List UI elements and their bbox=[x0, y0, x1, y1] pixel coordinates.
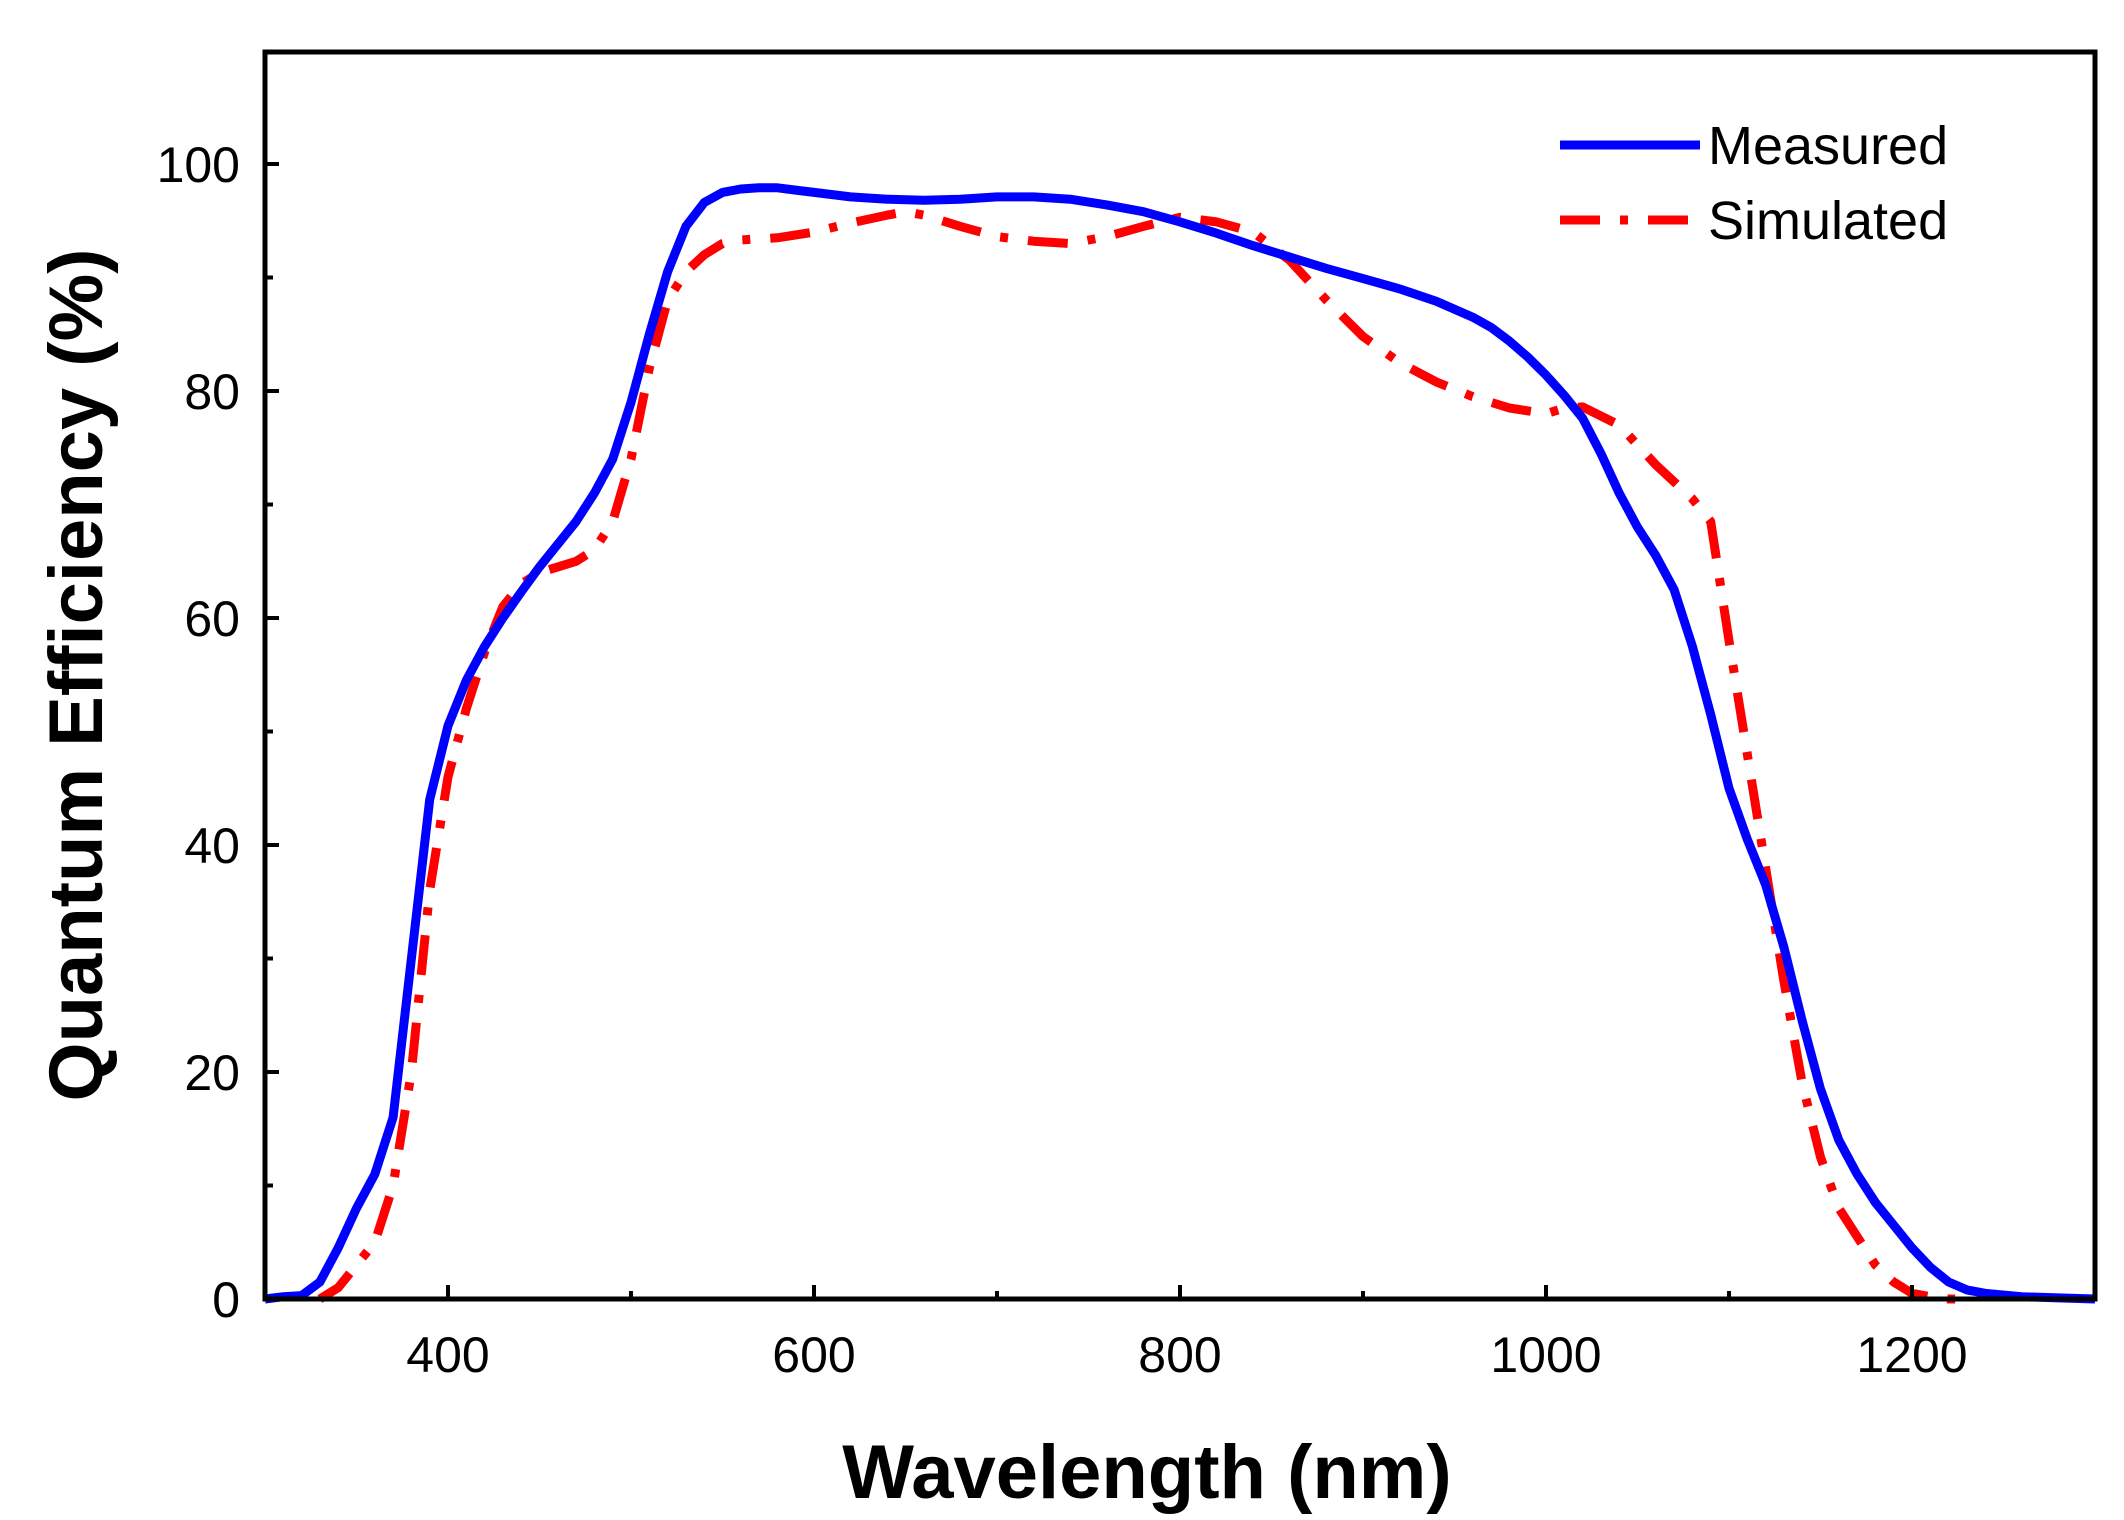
ticks-layer bbox=[263, 162, 2097, 1301]
legend-label-measured: Measured bbox=[1708, 116, 1948, 176]
series-line-simulated bbox=[317, 207, 1967, 1304]
x-tick-label: 1000 bbox=[1490, 1327, 1601, 1383]
y-tick-label: 40 bbox=[184, 818, 240, 874]
y-tick-label: 0 bbox=[212, 1272, 240, 1328]
series-layer bbox=[264, 183, 2096, 1304]
x-axis-title: Wavelength (nm) bbox=[842, 1430, 1451, 1515]
legend-label-simulated: Simulated bbox=[1708, 191, 1948, 251]
y-axis-title: Quantum Efficiency (%) bbox=[34, 249, 119, 1102]
x-tick-labels: 400 600 800 1000 1200 bbox=[406, 1327, 1967, 1383]
y-tick-label: 20 bbox=[184, 1045, 240, 1101]
x-tick-label: 1200 bbox=[1856, 1327, 1967, 1383]
x-tick-label: 400 bbox=[406, 1327, 489, 1383]
legend: Measured Simulated bbox=[1560, 116, 1948, 251]
y-tick-label: 100 bbox=[157, 137, 240, 193]
y-tick-labels: 0 20 40 60 80 100 bbox=[157, 137, 240, 1328]
series-line-measured bbox=[264, 183, 2096, 1304]
x-tick-label: 800 bbox=[1138, 1327, 1221, 1383]
x-tick-label: 600 bbox=[772, 1327, 855, 1383]
y-tick-label: 80 bbox=[184, 364, 240, 420]
y-tick-label: 60 bbox=[184, 591, 240, 647]
